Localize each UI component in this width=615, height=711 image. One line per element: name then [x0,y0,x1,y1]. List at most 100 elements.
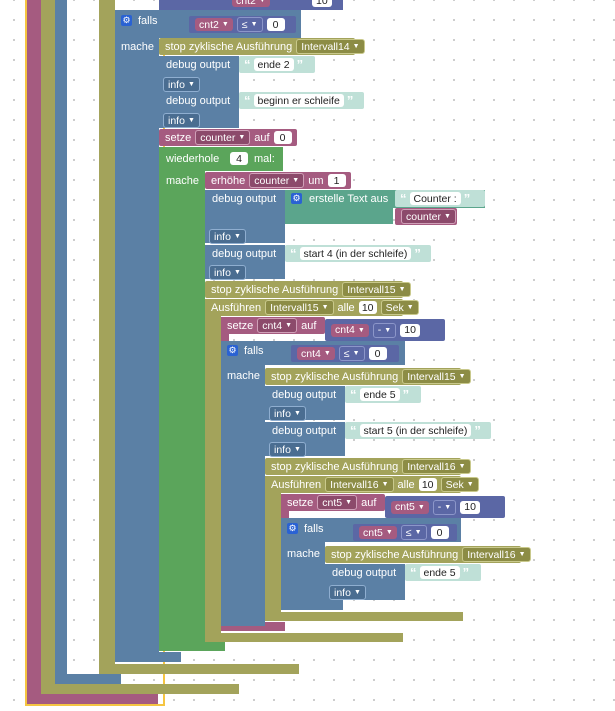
falls-label-3: falls [304,523,324,535]
stop-intervall16-inner-block[interactable]: stop zyklische Ausführung Intervall16 ▼ [325,546,531,563]
erhoehe-counter-block[interactable]: erhöhe counter ▼ um 1 [205,172,351,189]
interval16-seconds-field[interactable]: 10 [418,478,437,491]
counter-dropdown-3[interactable]: counter ▼ [401,209,456,224]
intervall15-dropdown-3[interactable]: Intervall15 ▼ [402,369,471,384]
outer-frame-pink[interactable] [27,0,41,704]
debug-label-4: debug output [212,248,277,260]
debug-label-2: debug output [166,95,231,107]
increment-field[interactable]: 1 [327,174,346,187]
string-counter-colon[interactable]: “Counter :” [395,190,485,207]
stop-intervall16-block[interactable]: stop zyklische Ausführung Intervall16 ▼ [265,458,471,475]
intervall16-dropdown-1[interactable]: Intervall16 ▼ [402,459,471,474]
string-ende2[interactable]: “ende 2” [239,56,315,73]
ausfuehren-intervall16-block[interactable]: Ausführen Intervall16 ▼ alle 10 Sek ▼ [265,476,479,493]
counter-var-block[interactable]: counter ▼ [395,208,457,225]
setze-cnt4-bottom [221,622,285,631]
setze-cnt5-block[interactable]: setze cnt5 ▼ auf [281,494,385,511]
operator-dropdown-3[interactable]: ≤ ▼ [400,525,427,540]
info-dropdown-5[interactable]: info ▼ [269,406,306,421]
interval15-seconds-field[interactable]: 10 [358,301,377,314]
string-start5[interactable]: “start 5 (in der schleife)” [345,422,491,439]
erstelle-label: erstelle Text aus [309,193,389,205]
string-start4[interactable]: “start 4 (in der schleife)” [285,245,431,262]
zero-field-3[interactable]: 0 [430,526,449,539]
info-dropdown-4[interactable]: info ▼ [209,265,246,280]
ausfuehren-intervall16-body[interactable] [265,476,281,621]
loop-bottom [159,641,225,651]
counter-dropdown-1[interactable]: counter ▼ [195,130,251,145]
loop-head[interactable] [159,147,283,171]
info-dropdown-7[interactable]: info ▼ [329,585,366,600]
compare-cnt2[interactable]: cnt2 ▼ ≤ ▼ 0 [189,16,296,33]
falls-label-2: falls [244,345,264,357]
minus-dropdown-2[interactable]: - ▼ [432,499,457,515]
gear-icon[interactable]: ⚙ [291,193,302,204]
mache-label-2: mache [227,370,261,382]
outer-frame-pink-bottom [27,694,158,704]
top-number-field[interactable]: 10 [312,0,332,7]
repeat-count-field[interactable]: 4 [230,152,248,165]
intervall14-dropdown[interactable]: Intervall14 ▼ [296,39,365,54]
falls-cnt4-body[interactable] [221,341,265,626]
falls-block-body[interactable] [115,10,159,662]
cnt4-dropdown-3[interactable]: cnt4 ▼ [297,347,335,360]
ausfuehren-intervall15-bottom [205,633,403,642]
compare-cnt4[interactable]: cnt4 ▼ ≤ ▼ 0 [291,345,399,362]
info-dropdown-1[interactable]: info ▼ [163,77,200,92]
cnt5-dropdown-1[interactable]: cnt5 ▼ [317,495,358,510]
sek-dropdown-1[interactable]: Sek ▼ [380,300,419,315]
counter-dropdown-2[interactable]: counter ▼ [249,173,305,188]
gear-icon[interactable]: ⚙ [121,15,132,26]
debug-label-7: debug output [332,567,397,579]
cnt5-dropdown-3[interactable]: cnt5 ▼ [359,526,397,539]
zero-field[interactable]: 0 [266,18,285,31]
counter-init-field[interactable]: 0 [273,131,292,144]
mache-label: mache [121,41,155,53]
frame-olive-2-bottom [99,664,299,674]
loop-body[interactable] [159,147,205,651]
string-beginn[interactable]: “beginn er schleife” [239,92,364,109]
info-dropdown-3[interactable]: info ▼ [209,229,246,244]
debug-label-5: debug output [272,389,337,401]
ausfuehren-intervall15-body[interactable] [205,299,221,641]
cnt5-minus-field[interactable]: 10 [460,500,480,514]
sek-dropdown-2[interactable]: Sek ▼ [440,477,479,492]
math-cnt4-minus[interactable]: cnt4 ▼ - ▼ 10 [325,319,445,341]
setze-cnt4-block[interactable]: setze cnt4 ▼ auf [221,317,325,334]
top-var-dropdown[interactable]: cnt2 ▼ [232,0,270,7]
intervall16-dropdown-2[interactable]: Intervall16 ▼ [325,477,394,492]
ausfuehren-intervall15-block[interactable]: Ausführen Intervall15 ▼ alle 10 Sek ▼ [205,299,419,316]
string-ende5[interactable]: “ende 5” [345,386,421,403]
wiederhole-label: wiederhole [166,153,220,165]
gear-icon[interactable]: ⚙ [227,345,238,356]
cnt4-dropdown-1[interactable]: cnt4 ▼ [257,318,298,333]
cnt2-dropdown[interactable]: cnt2 ▼ [195,18,233,31]
operator-dropdown[interactable]: ≤ ▼ [236,17,263,32]
falls-label: falls [138,15,158,27]
frame-blue-1 [55,0,67,684]
debug-label-3: debug output [212,193,277,205]
stop-intervall15-inner-block[interactable]: stop zyklische Ausführung Intervall15 ▼ [265,368,471,385]
operator-dropdown-2[interactable]: ≤ ▼ [338,346,365,361]
gear-icon[interactable]: ⚙ [287,523,298,534]
compare-cnt5[interactable]: cnt5 ▼ ≤ ▼ 0 [353,524,457,541]
falls-cnt5-bottom [281,600,343,610]
cnt4-minus-field[interactable]: 10 [400,323,420,337]
cnt5-dropdown-2[interactable]: cnt5 ▼ [391,500,429,514]
info-dropdown-2[interactable]: info ▼ [163,113,200,128]
frame-olive-1-bottom [41,684,239,694]
stop-intervall14-block[interactable]: stop zyklische Ausführung Intervall14 ▼ [159,38,365,55]
frame-olive-2 [99,0,115,674]
intervall16-dropdown-3[interactable]: Intervall16 ▼ [462,547,531,562]
intervall15-dropdown-1[interactable]: Intervall15 ▼ [342,282,411,297]
zero-field-2[interactable]: 0 [368,347,387,360]
stop-intervall15-block[interactable]: stop zyklische Ausführung Intervall15 ▼ [205,281,411,298]
math-cnt5-minus[interactable]: cnt5 ▼ - ▼ 10 [385,496,505,518]
frame-olive-1 [41,0,55,684]
intervall15-dropdown-2[interactable]: Intervall15 ▼ [265,300,334,315]
string-ende5-inner[interactable]: “ende 5” [405,564,481,581]
setze-counter-block[interactable]: setze counter ▼ auf 0 [159,129,297,146]
info-dropdown-6[interactable]: info ▼ [269,442,306,457]
minus-dropdown-1[interactable]: - ▼ [372,322,397,338]
cnt4-dropdown-2[interactable]: cnt4 ▼ [331,323,369,337]
